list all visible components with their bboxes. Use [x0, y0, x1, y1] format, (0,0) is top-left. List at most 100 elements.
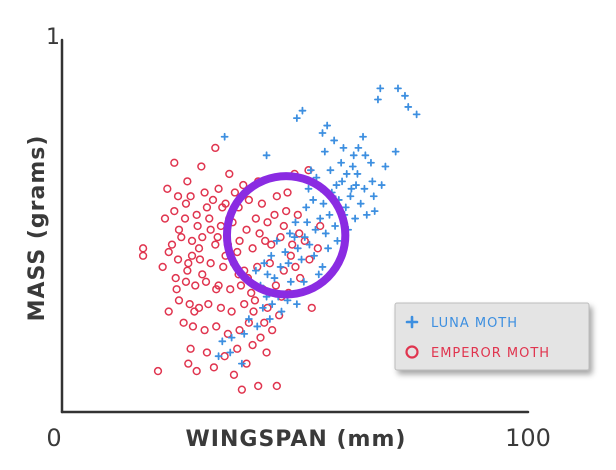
luna-moth-point [404, 103, 413, 111]
emperor-moth-point [174, 296, 184, 305]
emperor-moth-point [227, 307, 236, 316]
emperor-moth-point [160, 214, 170, 223]
luna-moth-point [341, 203, 350, 212]
emperor-moth-point [206, 225, 215, 234]
emperor-moth-point [208, 195, 218, 205]
luna-moth-point [292, 300, 301, 309]
emperor-moth-point [286, 251, 295, 260]
emperor-moth-point [184, 259, 193, 268]
luna-moth-point [310, 251, 319, 260]
legend: LUNA MOTH EMPEROR MOTH [394, 302, 590, 371]
luna-moth-point [325, 210, 334, 219]
emperor-moth-point [223, 329, 233, 339]
luna-moth-point [319, 199, 328, 208]
luna-moth-point [293, 244, 302, 253]
legend-emperor-marker [405, 345, 419, 359]
legend-luna-marker [405, 315, 419, 329]
luna-moth-point [258, 303, 267, 312]
luna-moth-point [268, 300, 277, 309]
emperor-moth-point [305, 255, 314, 264]
luna-moth-point [349, 151, 358, 160]
luna-moth-point [302, 203, 311, 212]
emperor-moth-point [261, 236, 270, 246]
luna-moth-point [312, 173, 321, 182]
emperor-moth-point [293, 210, 302, 219]
emperor-moth-point [170, 206, 179, 216]
emperor-moth-point [216, 221, 226, 231]
emperor-moth-point [239, 180, 248, 190]
luna-moth-point [267, 251, 276, 260]
luna-moth-point [316, 214, 325, 223]
legend-emperor-label: EMPEROR MOTH [431, 346, 550, 361]
luna-moth-point [285, 229, 294, 238]
emperor-moth-point [212, 285, 221, 294]
luna-moth-point [412, 110, 421, 119]
emperor-moth-point [183, 266, 192, 275]
luna-moth-point [354, 143, 363, 152]
luna-moth-point [286, 277, 295, 286]
luna-moth-point [360, 184, 369, 193]
emperor-moth-point [191, 281, 200, 290]
luna-moth-point [374, 95, 382, 104]
emperor-moth-point [262, 348, 271, 357]
luna-moth-point [342, 170, 351, 178]
emperor-moth-point [213, 233, 222, 242]
emperor-moth-point [186, 192, 195, 201]
luna-moth-point [253, 322, 262, 331]
emperor-moth-point [248, 340, 257, 350]
emperor-moth-point [209, 363, 219, 372]
emperor-moth-point [230, 188, 240, 197]
luna-moth-point [391, 147, 400, 156]
luna-moth-point [260, 259, 269, 268]
luna-moth-point [284, 259, 293, 268]
emperor-moth-point [173, 255, 183, 264]
luna-moth-point [346, 192, 355, 201]
luna-moth-point [356, 199, 365, 208]
luna-moth-point [265, 315, 274, 323]
luna-moth-point [226, 348, 235, 357]
luna-moth-point [292, 114, 301, 123]
emperor-moth-point [218, 203, 227, 212]
legend-box [394, 302, 590, 371]
emperor-moth-point [186, 344, 195, 353]
emperor-moth-point [257, 199, 267, 208]
luna-moth-point [361, 151, 370, 160]
luna-moth-point [370, 207, 379, 216]
emperor-moth-point [263, 218, 272, 227]
x-axis-title: WINGSPAN (mm) [186, 427, 407, 452]
luna-moth-point [305, 240, 314, 249]
emperor-moth-point [158, 262, 167, 272]
emperor-moth-point [295, 229, 304, 238]
emperor-moth-point [198, 270, 207, 279]
luna-moth-point [367, 158, 375, 167]
emperor-moth-point [214, 184, 223, 193]
emperor-moth-point [237, 385, 247, 394]
emperor-moth-point [164, 307, 173, 316]
luna-moth-point [290, 233, 299, 242]
luna-moth-point [281, 248, 290, 256]
emperor-moth-point [251, 214, 261, 223]
emperor-moth-point [181, 199, 191, 208]
emperor-moth-point [211, 143, 220, 153]
luna-moth-point [394, 84, 402, 93]
luna-moth-point [306, 166, 315, 175]
luna-moth-point [338, 177, 346, 186]
emperor-moth-point [235, 236, 244, 246]
luna-moth-point [291, 218, 300, 227]
luna-moth-point [331, 222, 339, 230]
emperor-moth-point [272, 192, 281, 201]
luna-moth-point [401, 91, 409, 100]
emperor-moth-point [172, 285, 181, 294]
emperor-moth-point [256, 333, 265, 342]
emperor-moth-point [192, 366, 201, 376]
luna-moth-point [369, 192, 378, 201]
emperor-moth-point [171, 273, 180, 283]
luna-moth-point [220, 132, 229, 141]
emperor-moth-point [206, 259, 215, 268]
emperor-moth-point [179, 318, 188, 327]
emperor-moth-point [212, 322, 221, 331]
emperor-moth-point [164, 247, 173, 257]
emperor-moth-point [316, 221, 325, 231]
luna-moth-point [299, 277, 308, 286]
